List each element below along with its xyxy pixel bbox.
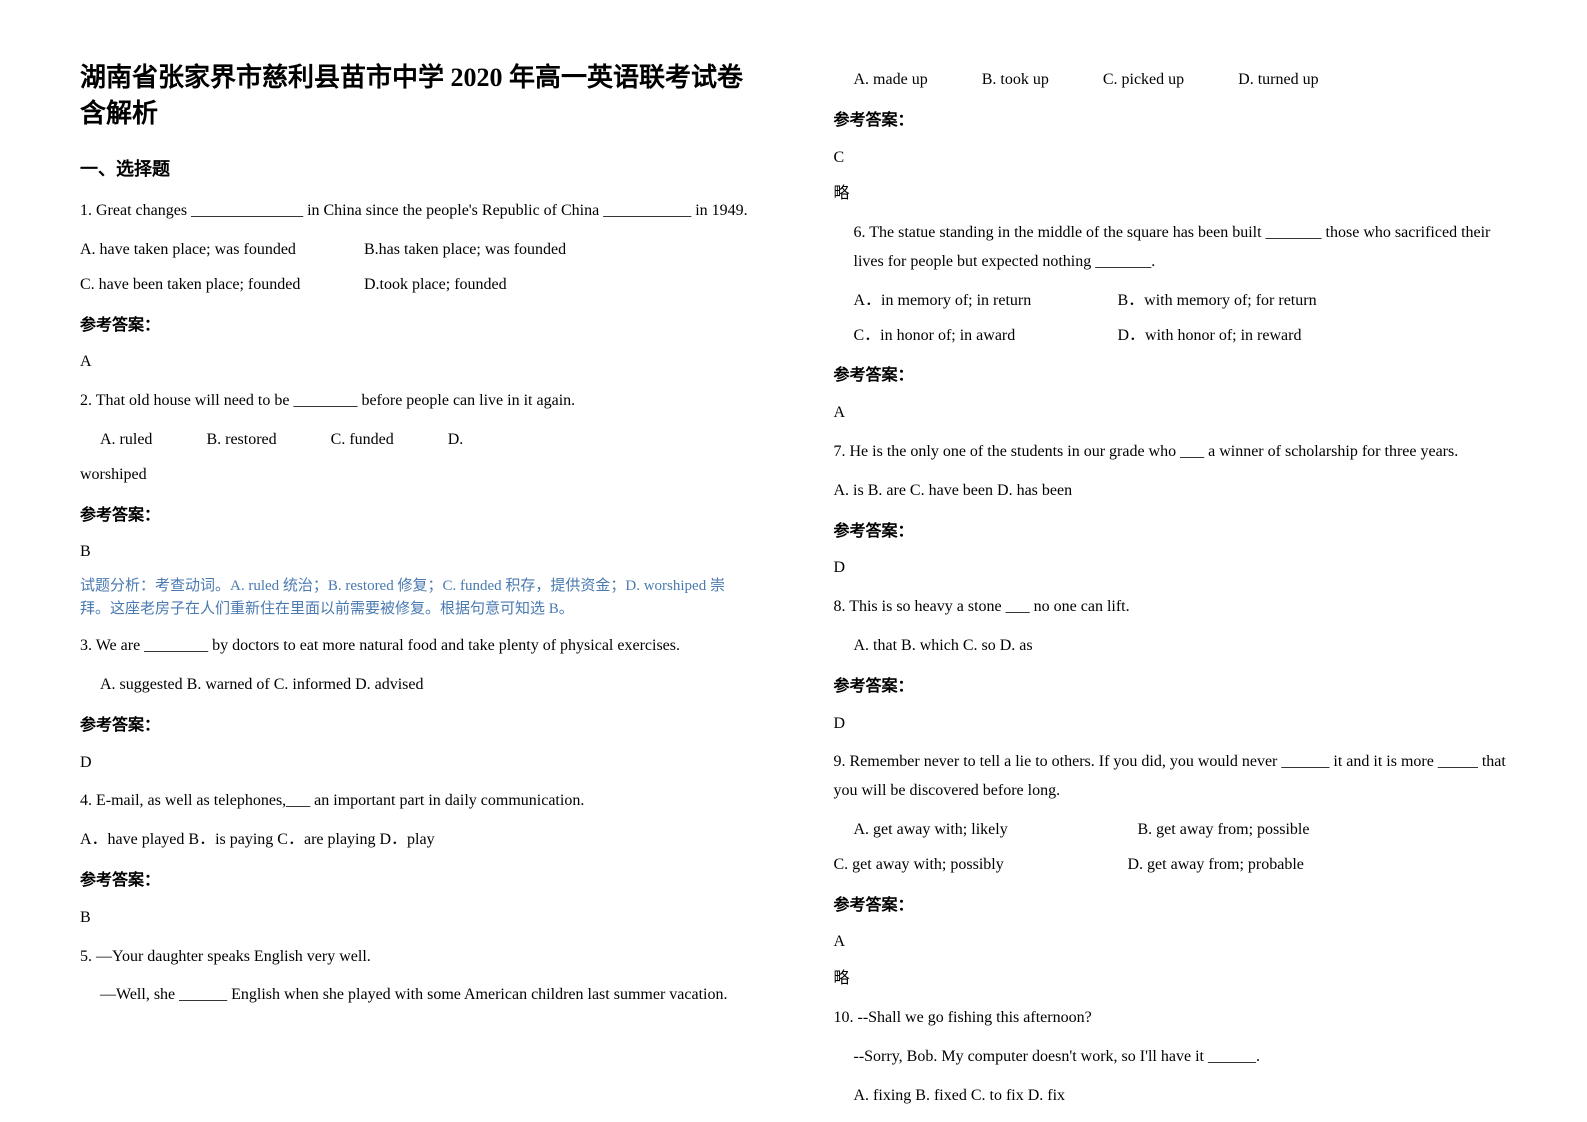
q1-opt-a: A. have taken place; was founded	[80, 236, 360, 265]
answer-label: 参考答案：	[834, 673, 1508, 702]
q9-note: 略	[834, 965, 1508, 994]
q10-options: A. fixing B. fixed C. to fix D. fix	[854, 1082, 1508, 1111]
q4-options: A．have played B．is paying C．are playing …	[80, 826, 754, 855]
q5-opt-a: A. made up	[854, 66, 928, 95]
answer-label: 参考答案：	[80, 502, 754, 531]
q6-answer: A	[834, 399, 1508, 428]
q6-opt-c: C．in honor of; in award	[854, 322, 1114, 351]
q9-answer: A	[834, 928, 1508, 957]
q7-options: A. is B. are C. have been D. has been	[834, 477, 1508, 506]
q5-note: 略	[834, 180, 1508, 209]
q4-answer: B	[80, 904, 754, 933]
q6-opt-d: D．with honor of; in reward	[1118, 327, 1302, 344]
question-10-line1: 10. --Shall we go fishing this afternoon…	[834, 1004, 1508, 1033]
q8-options: A. that B. which C. so D. as	[854, 632, 1508, 661]
answer-label: 参考答案：	[80, 312, 754, 341]
q5-opt-c: C. picked up	[1103, 66, 1184, 95]
question-1: 1. Great changes ______________ in China…	[80, 197, 754, 226]
q2-opt-d: D.	[448, 426, 464, 455]
q5-opt-d: D. turned up	[1238, 66, 1318, 95]
question-7: 7. He is the only one of the students in…	[834, 438, 1508, 467]
section-heading: 一、选择题	[80, 153, 754, 185]
q1-options-2: C. have been taken place; founded D.took…	[80, 271, 754, 300]
q3-answer: D	[80, 749, 754, 778]
q2-opt-tail: worshiped	[80, 461, 754, 490]
question-8: 8. This is so heavy a stone ___ no one c…	[834, 593, 1508, 622]
question-3: 3. We are ________ by doctors to eat mor…	[80, 632, 754, 661]
q6-opt-b: B．with memory of; for return	[1118, 292, 1317, 309]
question-6: 6. The statue standing in the middle of …	[854, 219, 1508, 277]
answer-label: 参考答案：	[834, 362, 1508, 391]
q9-options-1: A. get away with; likely B. get away fro…	[854, 816, 1508, 845]
q1-opt-d: D.took place; founded	[364, 276, 507, 293]
question-2: 2. That old house will need to be ______…	[80, 387, 754, 416]
q2-opt-c: C. funded	[331, 426, 394, 455]
q3-options: A. suggested B. warned of C. informed D.…	[100, 671, 754, 700]
left-column: 湖南省张家界市慈利县苗市中学 2020 年高一英语联考试卷含解析 一、选择题 1…	[40, 60, 794, 1062]
q6-opt-a: A．in memory of; in return	[854, 287, 1114, 316]
q2-answer: B	[80, 538, 754, 567]
answer-label: 参考答案：	[80, 867, 754, 896]
q9-opt-c: C. get away with; possibly	[834, 851, 1124, 880]
q8-answer: D	[834, 710, 1508, 739]
q9-options-2: C. get away with; possibly D. get away f…	[834, 851, 1508, 880]
answer-label: 参考答案：	[834, 518, 1508, 547]
q1-opt-c: C. have been taken place; founded	[80, 271, 360, 300]
question-10-line2: --Sorry, Bob. My computer doesn't work, …	[854, 1043, 1508, 1072]
q5-opt-b: B. took up	[982, 66, 1049, 95]
answer-label: 参考答案：	[834, 107, 1508, 136]
q6-options-1: A．in memory of; in return B．with memory …	[854, 287, 1508, 316]
page-container: 湖南省张家界市慈利县苗市中学 2020 年高一英语联考试卷含解析 一、选择题 1…	[0, 0, 1587, 1122]
q5-options: A. made up B. took up C. picked up D. tu…	[854, 66, 1508, 95]
q1-answer: A	[80, 348, 754, 377]
answer-label: 参考答案：	[80, 712, 754, 741]
q7-answer: D	[834, 554, 1508, 583]
question-5-line2: —Well, she ______ English when she playe…	[100, 981, 754, 1010]
question-4: 4. E-mail, as well as telephones,___ an …	[80, 787, 754, 816]
document-title: 湖南省张家界市慈利县苗市中学 2020 年高一英语联考试卷含解析	[80, 60, 754, 133]
q5-answer: C	[834, 144, 1508, 173]
q6-options-2: C．in honor of; in award D．with honor of;…	[854, 322, 1508, 351]
q1-opt-b: B.has taken place; was founded	[364, 241, 566, 258]
right-column: A. made up B. took up C. picked up D. tu…	[794, 60, 1548, 1062]
q9-opt-b: B. get away from; possible	[1138, 821, 1310, 838]
question-5-line1: 5. —Your daughter speaks English very we…	[80, 943, 754, 972]
q2-opt-a: A. ruled	[100, 426, 152, 455]
q9-opt-d: D. get away from; probable	[1128, 856, 1304, 873]
q2-options: A. ruled B. restored C. funded D.	[100, 426, 754, 455]
question-9: 9. Remember never to tell a lie to other…	[834, 748, 1508, 806]
q1-options: A. have taken place; was founded B.has t…	[80, 236, 754, 265]
q2-opt-b: B. restored	[206, 426, 276, 455]
answer-label: 参考答案：	[834, 892, 1508, 921]
q9-opt-a: A. get away with; likely	[854, 816, 1134, 845]
q2-explanation: 试题分析：考查动词。A. ruled 统治；B. restored 修复；C. …	[80, 575, 754, 620]
